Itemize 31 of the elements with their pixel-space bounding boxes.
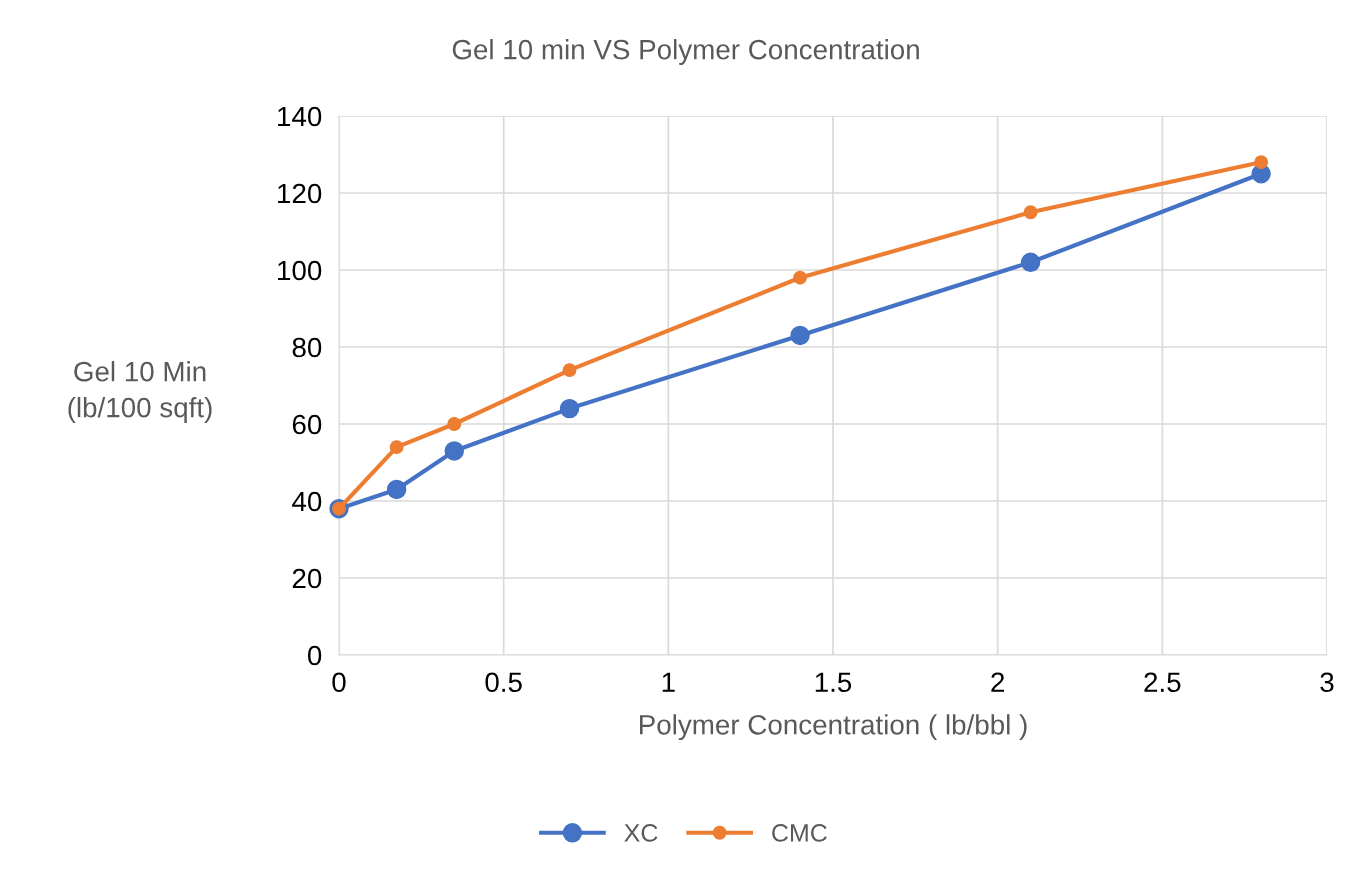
point [389,440,404,455]
point [1020,252,1041,273]
point [447,417,462,431]
point [793,270,808,285]
x-tick-label: 1.5 [815,672,852,693]
point [1254,155,1269,170]
point [562,363,577,378]
y-tick-label: 40 [292,491,322,512]
y-tick-label: 60 [292,414,322,435]
x-tick-label: 1 [662,672,675,692]
point [559,398,580,419]
y-tick-label: 0 [307,645,322,666]
x-tick-label: 2.5 [1144,672,1181,693]
x-tick-label: 0.5 [485,672,522,693]
y-tick-label: 20 [292,568,322,589]
legend-label: CMC [772,824,827,842]
point [386,479,407,500]
y-tick-label: 140 [278,106,322,127]
x-tick-label: 2 [991,672,1004,692]
point [1023,205,1038,220]
x-tick-label: 0 [332,672,346,693]
y-tick-label: 100 [278,260,322,281]
y-axis-title: Gel 10 Min (lb/100 sqft) [68,361,212,423]
chart-title: Gel 10 min VS Polymer Concentration [452,39,919,65]
y-tick-label: 120 [278,183,322,204]
point [444,441,464,461]
legend-label: XC [624,824,658,842]
point [790,325,810,346]
x-axis-title: Polymer Concentration ( lb/bbl ) [639,714,1027,741]
y-tick-label: 80 [292,337,322,358]
x-tick-label: 3 [1320,672,1334,693]
